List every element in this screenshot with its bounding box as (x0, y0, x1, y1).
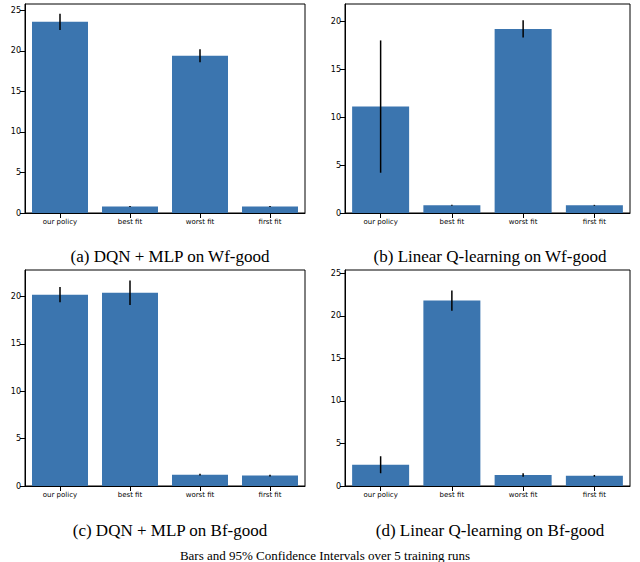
svg-text:(d) Linear Q-learning on Bf-go: (d) Linear Q-learning on Bf-good (376, 521, 605, 540)
svg-text:0: 0 (16, 482, 21, 491)
svg-text:15: 15 (331, 65, 341, 74)
svg-text:20: 20 (331, 311, 341, 320)
svg-text:best fit: best fit (118, 491, 143, 499)
svg-text:(a) DQN + MLP on Wf-good: (a) DQN + MLP on Wf-good (71, 247, 270, 266)
svg-text:worst fit: worst fit (186, 218, 215, 226)
svg-text:10: 10 (11, 387, 21, 396)
svg-text:our policy: our policy (363, 218, 397, 226)
svg-text:20: 20 (11, 46, 21, 55)
svg-text:5: 5 (336, 439, 341, 448)
svg-text:best fit: best fit (118, 218, 143, 226)
svg-text:20: 20 (331, 17, 341, 26)
svg-text:worst fit: worst fit (509, 491, 538, 499)
svg-text:Bars and 95% Confidence Interv: Bars and 95% Confidence Intervals over 5… (180, 548, 470, 562)
svg-text:15: 15 (11, 87, 21, 96)
svg-text:first fit: first fit (583, 491, 606, 499)
svg-text:5: 5 (16, 168, 21, 177)
svg-text:0: 0 (336, 482, 341, 491)
svg-text:first fit: first fit (258, 218, 281, 226)
svg-text:20: 20 (11, 292, 21, 301)
svg-text:first fit: first fit (583, 218, 606, 226)
svg-text:25: 25 (331, 269, 341, 278)
svg-text:first fit: first fit (258, 491, 281, 499)
svg-text:0: 0 (16, 209, 21, 218)
svg-text:10: 10 (331, 396, 341, 405)
svg-text:worst fit: worst fit (186, 491, 215, 499)
svg-text:15: 15 (331, 354, 341, 363)
svg-text:(c) DQN + MLP on Bf-good: (c) DQN + MLP on Bf-good (73, 521, 268, 540)
svg-text:0: 0 (336, 209, 341, 218)
svg-text:25: 25 (11, 6, 21, 15)
svg-text:15: 15 (11, 339, 21, 348)
svg-text:10: 10 (331, 113, 341, 122)
svg-text:10: 10 (11, 127, 21, 136)
svg-text:our policy: our policy (43, 218, 77, 226)
svg-text:our policy: our policy (363, 491, 397, 499)
svg-text:worst fit: worst fit (509, 218, 538, 226)
svg-text:5: 5 (336, 161, 341, 170)
svg-text:our policy: our policy (43, 491, 77, 499)
svg-text:best fit: best fit (440, 218, 465, 226)
svg-text:best fit: best fit (440, 491, 465, 499)
svg-text:5: 5 (16, 434, 21, 443)
svg-text:(b) Linear Q-learning on Wf-go: (b) Linear Q-learning on Wf-good (374, 247, 607, 266)
